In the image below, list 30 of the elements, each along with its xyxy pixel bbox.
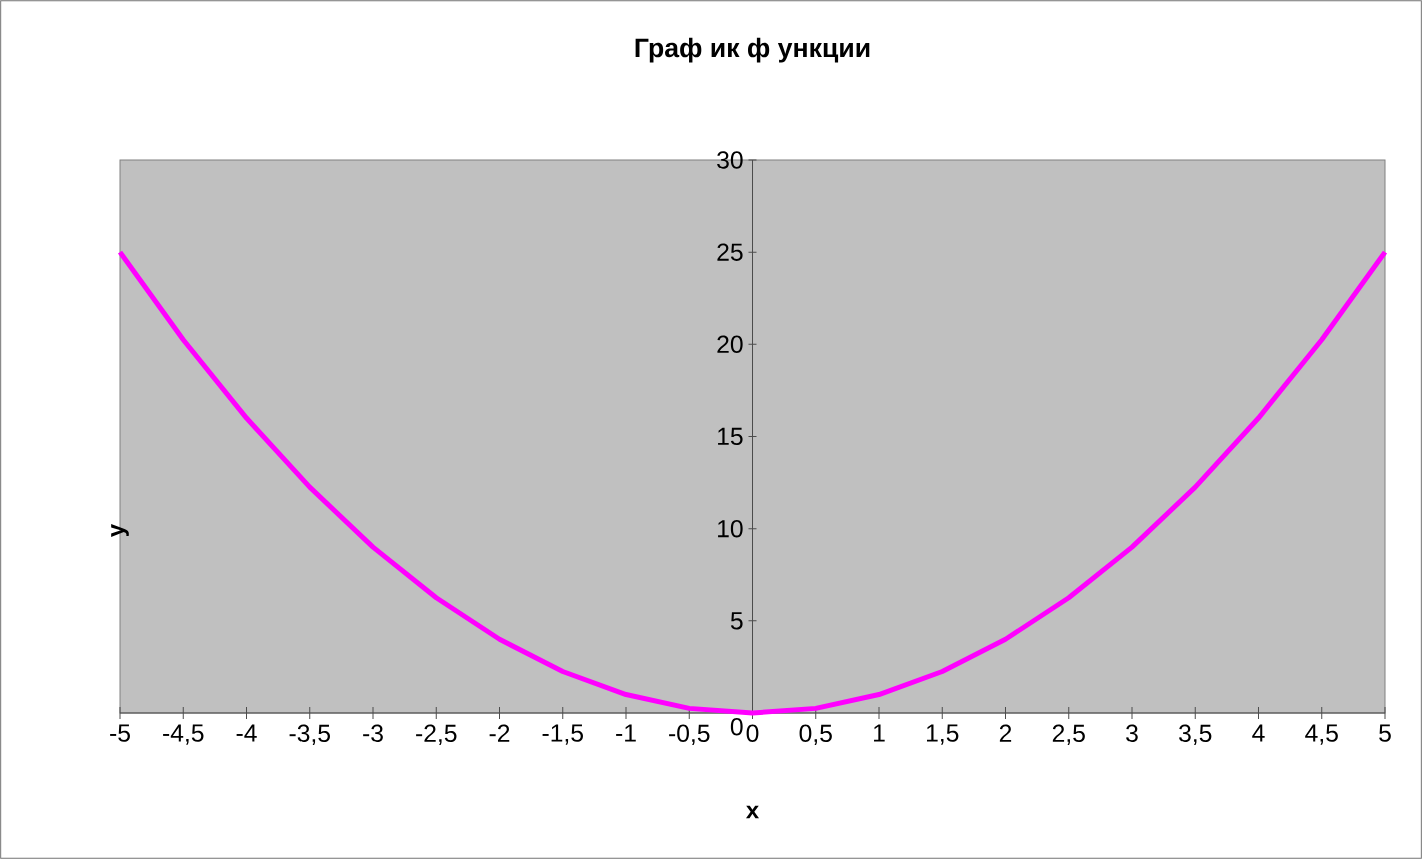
x-tick-label: -4 <box>236 724 257 742</box>
x-tick-label: -1,5 <box>542 724 583 745</box>
x-tick-label: 4,5 <box>1305 724 1338 745</box>
x-tick-label: -1 <box>616 724 636 742</box>
x-tick-label: 0 <box>746 724 759 743</box>
x-tick-label: 1 <box>874 724 885 742</box>
y-tick-label: 20 <box>717 335 743 354</box>
y-tick-label: 15 <box>718 427 743 446</box>
x-tick-label: 3 <box>1126 724 1138 743</box>
x-tick-label: 2,5 <box>1052 724 1085 745</box>
x-tick-label: -2,5 <box>416 724 457 745</box>
y-axis-title: y <box>111 523 129 537</box>
x-tick-label: -3 <box>363 724 383 743</box>
x-tick-label: -5 <box>110 724 130 742</box>
x-tick-label: 5 <box>1379 724 1391 742</box>
x-tick-label: -4,5 <box>163 724 204 745</box>
y-tick-label: 30 <box>717 151 743 169</box>
y-tick-label: 5 <box>730 612 743 630</box>
x-tick-label: -2 <box>489 724 510 742</box>
x-tick-label: 4 <box>1252 724 1265 742</box>
x-tick-label: 0,5 <box>799 724 832 745</box>
x-tick-label: 2 <box>999 724 1012 742</box>
x-tick-label: -3,5 <box>289 724 330 745</box>
x-tick-label: 1,5 <box>926 724 959 745</box>
x-tick-label: 3,5 <box>1179 724 1212 745</box>
y-tick-label: 10 <box>718 519 743 538</box>
x-axis-title: x <box>746 805 759 819</box>
chart-title: Граф ик ф ункции <box>635 37 870 63</box>
y-tick-label: 25 <box>717 243 743 261</box>
x-tick-label: -0,5 <box>669 724 710 745</box>
